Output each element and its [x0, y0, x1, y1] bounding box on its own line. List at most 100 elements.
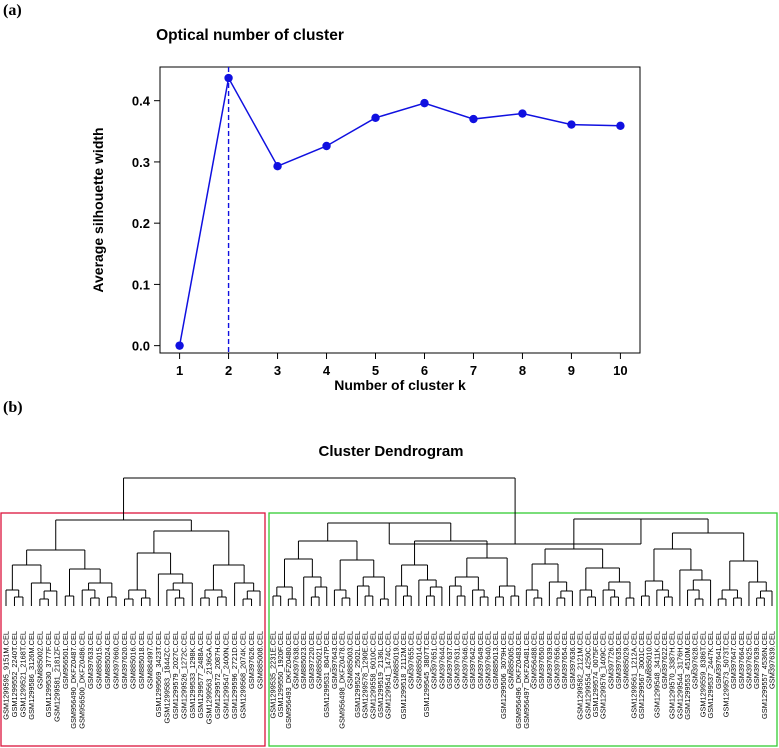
y-tick-label: 0.1: [132, 277, 150, 292]
leaf-label: GSM1299579_2027C.CEL: [171, 631, 180, 719]
leaf-label: GSM884997.CEL: [145, 631, 154, 689]
leaf-label: GSM397620.CEL: [120, 631, 129, 689]
leaf-label: GSM885016.CEL: [129, 631, 138, 689]
leaf-label: GSM397654.CEL: [560, 631, 569, 689]
leaf-label: GSM1299583_1844ZC.CEL: [162, 631, 171, 723]
leaf-label: GSM1299545_3807T.CEL: [422, 631, 431, 717]
leaf-label: GSM397650.CEL: [537, 631, 546, 689]
leaf-label: GSM956498_DKFZ0478.CEL: [338, 631, 347, 729]
leaf-label: GSM1299554_4250C.CEL: [583, 631, 592, 719]
leaf-label: GSM1299569_3423T.CEL: [154, 631, 163, 717]
dendrogram-title: Cluster Dendrogram: [318, 443, 463, 460]
cluster-1-box: [0, 512, 266, 747]
leaf-label: GSM885005.CEL: [506, 631, 515, 689]
leaf-label: GSM1299559_8386T.CEL: [698, 631, 707, 717]
y-tick-label: 0.4: [132, 94, 151, 109]
leaf-label: GSM397646.CEL: [460, 631, 469, 689]
leaf-label: GSM1299586_3126M.CEL: [27, 631, 36, 720]
leaf-label: GSM397633.CEL: [86, 631, 95, 689]
leaf-label: GSM397622.CEL: [660, 631, 669, 689]
x-tick-label: 2: [225, 363, 232, 378]
leaf-label: GSM397660.CEL: [112, 631, 121, 689]
leaf-label: GSM1299572_2087H.CEL: [213, 631, 222, 719]
leaf-label: GSM956496_DKFZ0483.CEL: [514, 631, 523, 729]
leaf-label: GSM1299530_3777F.CEL: [44, 631, 53, 717]
leaf-label: GSM885013.CEL: [491, 631, 500, 689]
leaf-label: GSM956497_DKFZ0481.CEL: [522, 631, 531, 729]
cluster-2-box: [268, 512, 778, 747]
panel-a-label: (a): [3, 2, 22, 19]
data-point: [518, 109, 527, 118]
x-tick-label: 3: [274, 363, 281, 378]
chart-title: Optical number of cluster: [156, 27, 344, 44]
x-tick-label: 10: [613, 363, 627, 378]
leaf-label: GSM397642.CEL: [468, 631, 477, 689]
leaf-label: GSM397651.CEL: [430, 631, 439, 689]
leaf-label: GSM1299537_2447K.CEL: [706, 631, 715, 719]
x-tick-label: 6: [421, 363, 428, 378]
x-tick-label: 1: [176, 363, 183, 378]
leaf-label: GSM1299519_2136L.CEL: [376, 631, 385, 718]
leaf-label: GSM1299558_6010C.CEL: [368, 631, 377, 719]
leaf-label: GSM1299526_1272C.CEL: [179, 631, 188, 719]
x-tick-label: 7: [470, 363, 477, 378]
leaf-label: GSM397220.CEL: [307, 631, 316, 689]
leaf-label: GSM885029.CEL: [622, 631, 631, 689]
panel-b-label: (b): [3, 399, 23, 416]
leaf-label: GSM397639.CEL: [752, 631, 761, 689]
leaf-label: GSM1299563_2136GA.CEL: [205, 631, 214, 724]
x-tick-label: 8: [519, 363, 526, 378]
leaf-label: GSM1299570_3387H.CEL: [668, 631, 677, 719]
x-tick-label: 5: [372, 363, 379, 378]
silhouette-line-chart: Optical number of cluster Number of clus…: [90, 27, 641, 393]
leaf-label: GSM397635.CEL: [614, 631, 623, 689]
leaf-label: GSM1299552_2240T.CEL: [10, 631, 19, 717]
leaf-label: GSM397655.CEL: [407, 631, 416, 689]
leaf-label: GSM1299577_2488A.CEL: [196, 631, 205, 719]
leaf-label: GSM1299547_2400N.CEL: [222, 631, 231, 719]
leaf-label: GSM397647.CEL: [729, 631, 738, 689]
leaf-label: GSM885015.CEL: [95, 631, 104, 689]
leaf-label: GSM397656.CEL: [553, 631, 562, 689]
leaf-label: GSM1299582_2121M.CEL: [576, 631, 585, 720]
leaf-label: GSM1299576_1409C.CEL: [599, 631, 608, 719]
data-point: [420, 98, 429, 108]
leaf-label: GSM397628.CEL: [691, 631, 700, 689]
leaf-label: GSM1299557_4536N.CEL: [760, 631, 769, 719]
leaf-label: GSM1299595_9151M.CEL: [2, 631, 11, 720]
y-tick-label: 0.0: [132, 339, 150, 354]
leaf-label: GSM885014.CEL: [414, 631, 423, 689]
x-tick-label: 4: [323, 363, 331, 378]
leaf-label: GSM1299541_1474C.CEL: [384, 631, 393, 719]
data-point: [567, 120, 576, 129]
leaf-label: GSM397641.CEL: [714, 631, 723, 689]
leaf-label: GSM397644.CEL: [437, 631, 446, 689]
leaf-label: GSM1299535_2231E.CEL: [269, 631, 278, 719]
leaf-label: GSM397639.CEL: [545, 631, 554, 689]
leaf-label: GSM397637.CEL: [445, 631, 454, 689]
series-line: [178, 75, 621, 346]
leaf-label: GSM1299553_4510M.CEL: [683, 631, 692, 720]
leaf-label: GSM1299544_3176H.CEL: [675, 631, 684, 719]
leaf-label: GSM1299596_2721D.CEL: [230, 631, 239, 719]
x-axis-label: Number of cluster k: [334, 377, 466, 393]
leaf-label: GSM885003.CEL: [345, 631, 354, 689]
leaf-label: GSM397664.CEL: [737, 631, 746, 689]
leaf-label: GSM956488.CEL: [530, 631, 539, 689]
leaf-label: GSM1299531_8047P.CEL: [322, 631, 331, 718]
data-point: [469, 114, 478, 124]
data-point: [224, 73, 233, 83]
x-tick-label: 9: [568, 363, 575, 378]
leaf-label: GSM1299548_3411K.CEL: [652, 631, 661, 718]
leaf-label: GSM956493_DKFZ0480.CEL: [284, 631, 293, 729]
data-point: [175, 341, 184, 350]
leaf-label: GSM1299567_3001C.CEL: [637, 631, 646, 719]
leaf-label: GSM1299561_1212A.CEL: [629, 631, 638, 719]
data-point: [616, 121, 625, 130]
leaf-label: GSM1299581_2181ZF.CEL: [52, 631, 61, 722]
leaf-label: GSM1299578_1290E.CEL: [361, 631, 370, 719]
leaf-label: GSM1299524_2502L.CEL: [353, 631, 362, 718]
leaf-label: GSM885010.CEL: [645, 631, 654, 689]
leaf-label: GSM956501.CEL: [61, 631, 70, 689]
